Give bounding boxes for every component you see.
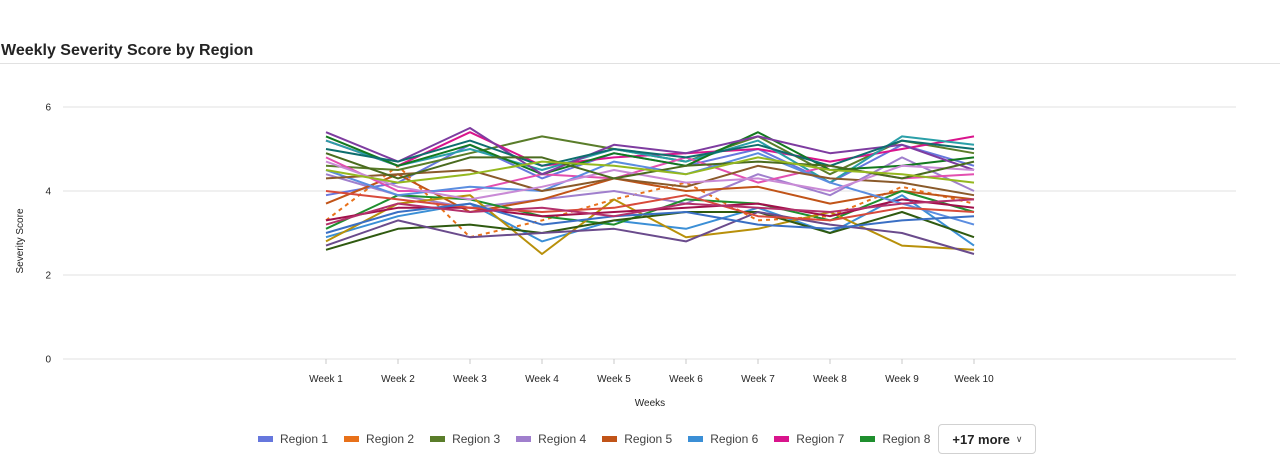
x-tick-label: Week 7 xyxy=(741,374,775,385)
legend-label: Region 2 xyxy=(366,432,415,446)
legend-item-4[interactable]: Region 4 xyxy=(516,432,586,446)
chart-legend: Region 1 Region 2 Region 3 Region 4 Region 5… xyxy=(258,423,1037,455)
chart-title: Weekly Severity Score by Region xyxy=(1,42,254,59)
series-line-8[interactable] xyxy=(325,190,975,230)
legend-item-7[interactable]: Region 7 xyxy=(774,432,844,446)
legend-swatch xyxy=(602,436,618,442)
legend-swatch xyxy=(860,436,876,442)
legend-swatch xyxy=(430,436,446,442)
legend-swatch xyxy=(774,436,790,442)
x-tick-label: Week 2 xyxy=(381,374,415,385)
series-lines xyxy=(325,127,975,255)
y-tick-label: 6 xyxy=(45,103,51,114)
x-tick-label: Week 1 xyxy=(309,374,343,385)
legend-swatch xyxy=(258,436,273,442)
series-line-15[interactable] xyxy=(325,127,975,176)
legend-swatch xyxy=(344,436,360,442)
series-line-2[interactable] xyxy=(325,164,975,239)
legend-item-8[interactable]: Region 8 xyxy=(860,432,930,446)
x-axis-ticks: Week 1 Week 2 Week 3 Week 4 Week 5 Week 6 Week… xyxy=(309,359,994,385)
legend-item-1[interactable]: Region 1 xyxy=(258,432,328,446)
x-axis-label: Weeks xyxy=(635,398,665,409)
x-tick-label: Week 5 xyxy=(597,374,631,385)
y-tick-label: 0 xyxy=(45,355,51,366)
series-line-25[interactable] xyxy=(325,198,975,226)
legend-label: Region 1 xyxy=(280,432,329,446)
y-axis-label: Severity Score xyxy=(15,208,26,273)
x-tick-label: Week 10 xyxy=(954,374,994,385)
legend-item-5[interactable]: Region 5 xyxy=(602,432,672,446)
legend-item-6[interactable]: Region 6 xyxy=(688,432,758,446)
legend-item-3[interactable]: Region 3 xyxy=(430,432,500,446)
x-tick-label: Week 4 xyxy=(525,374,559,385)
legend-label: Region 6 xyxy=(710,432,759,446)
legend-label: Region 4 xyxy=(538,432,587,446)
legend-label: Region 7 xyxy=(796,432,845,446)
legend-label: Region 3 xyxy=(452,432,501,446)
title-divider xyxy=(0,63,1280,64)
chevron-down-icon: ∨ xyxy=(1015,433,1023,444)
x-tick-label: Week 8 xyxy=(813,374,847,385)
series-line-17[interactable] xyxy=(325,152,975,226)
x-tick-label: Week 3 xyxy=(453,374,487,385)
series-line-18[interactable] xyxy=(325,164,975,197)
legend-swatch xyxy=(516,436,532,442)
gridlines xyxy=(63,106,1236,360)
legend-label: Region 8 xyxy=(882,432,931,446)
series-line-10[interactable] xyxy=(325,211,975,251)
legend-swatch xyxy=(688,436,704,442)
y-axis-ticks: 0 2 4 6 xyxy=(45,103,51,366)
series-line-22[interactable] xyxy=(325,190,975,222)
series-line-4[interactable] xyxy=(325,156,975,209)
legend-item-2[interactable]: Region 2 xyxy=(344,432,414,446)
legend-label: Region 5 xyxy=(624,432,673,446)
series-line-12[interactable] xyxy=(325,135,975,184)
series-line-14[interactable] xyxy=(325,131,975,176)
series-line-24[interactable] xyxy=(325,156,975,184)
legend-more-label: +17 more xyxy=(952,431,1010,447)
y-tick-label: 4 xyxy=(45,187,51,198)
series-line-11[interactable] xyxy=(325,211,975,255)
x-tick-label: Week 6 xyxy=(669,374,703,385)
x-tick-label: Week 9 xyxy=(885,374,919,385)
series-line-19[interactable] xyxy=(325,139,975,167)
legend-more-button[interactable]: +17 more ∨ xyxy=(938,424,1037,454)
y-tick-label: 2 xyxy=(45,271,51,282)
series-line-20[interactable] xyxy=(325,160,975,201)
